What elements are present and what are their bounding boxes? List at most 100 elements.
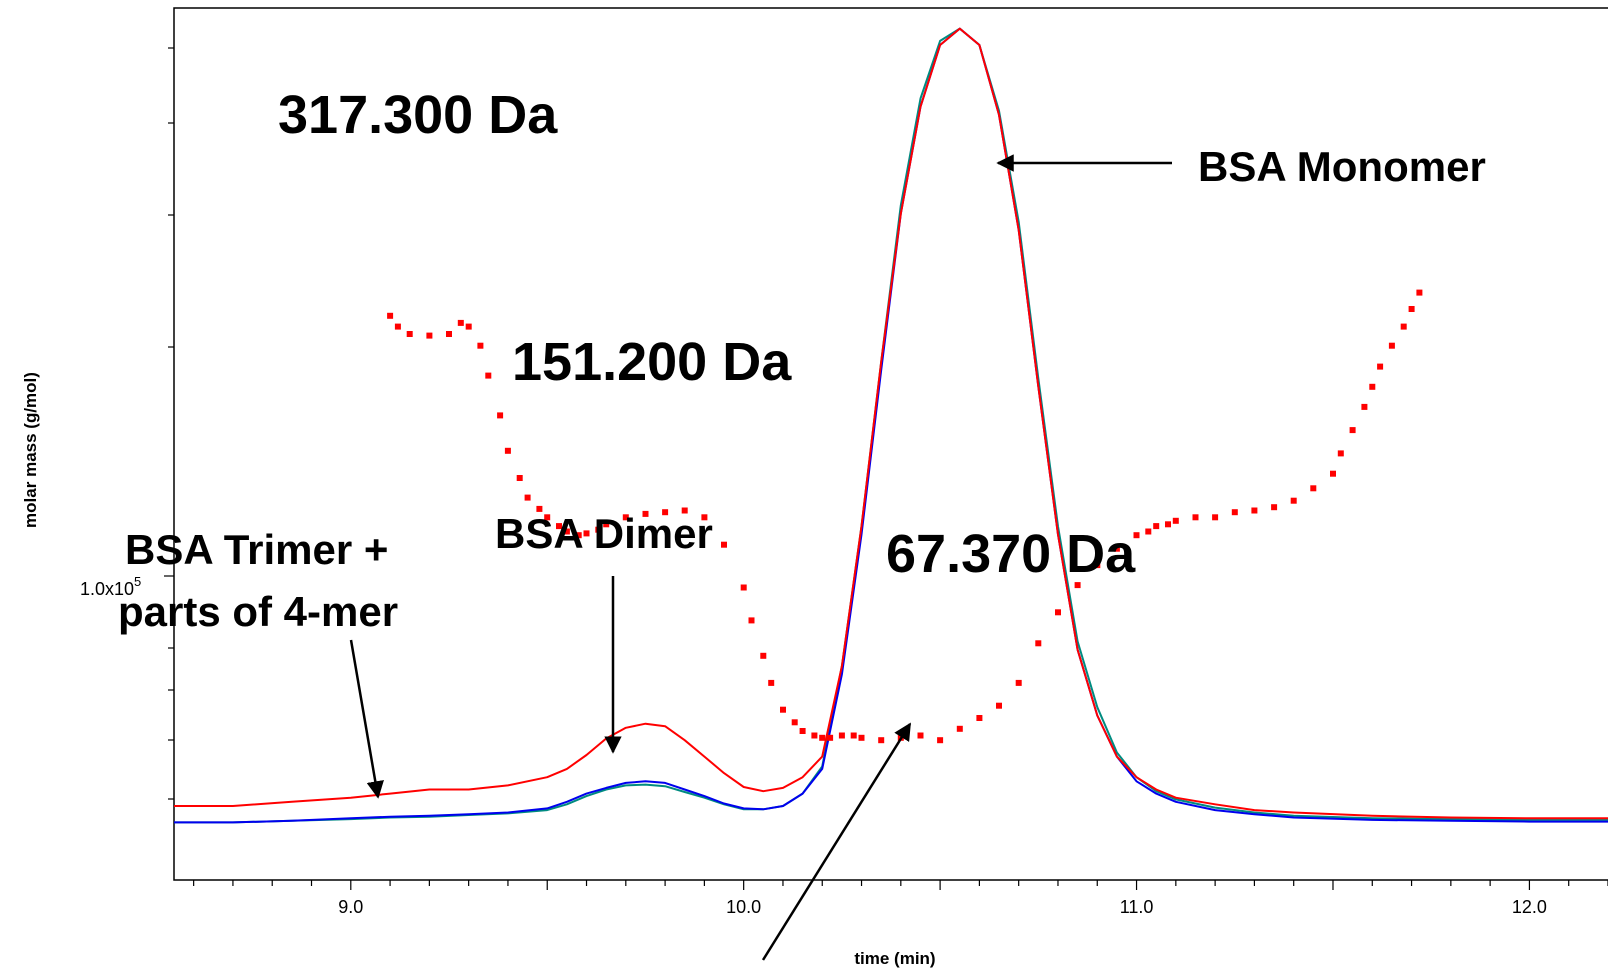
molar-mass-point <box>1310 485 1317 492</box>
molar-mass-point <box>799 728 806 734</box>
molar-mass-point <box>1408 306 1415 312</box>
molar-mass-point <box>1369 383 1376 390</box>
annotation-parts-of-4mer: parts of 4-mer <box>118 588 398 635</box>
molar-mass-point <box>1416 289 1423 296</box>
molar-mass-point <box>740 584 747 591</box>
molar-mass-point <box>446 331 452 337</box>
molar-mass-point <box>956 725 963 732</box>
molar-mass-point <box>1231 509 1238 516</box>
x-tick-label: 12.0 <box>1512 897 1547 917</box>
molar-mass-point <box>1094 562 1101 569</box>
molar-mass-point <box>1271 504 1278 511</box>
molar-mass-point <box>1074 582 1081 589</box>
molar-mass-point <box>768 679 775 686</box>
molar-mass-point <box>524 494 531 501</box>
molar-mass-point <box>595 526 602 533</box>
molar-mass-point <box>485 372 492 379</box>
molar-mass-point <box>575 532 582 539</box>
y-tick-base: 1.0x10 <box>80 579 134 599</box>
annotation-bsa-monomer: BSA Monomer <box>1198 143 1486 190</box>
molar-mass-point <box>858 734 865 741</box>
signal-line-red <box>174 27 1608 820</box>
molar-mass-point <box>780 706 786 713</box>
molar-mass-point <box>721 541 727 548</box>
molar-mass-point <box>976 715 983 721</box>
molar-mass-point <box>1165 521 1171 528</box>
molar-mass-point <box>1153 523 1160 530</box>
molar-mass-point <box>536 505 543 512</box>
molar-mass-point <box>516 475 523 481</box>
signal-line-blue <box>174 27 1608 824</box>
molar-mass-point <box>1251 507 1258 514</box>
x-tick-label: 10.0 <box>726 897 761 917</box>
molar-mass-point <box>1388 342 1395 349</box>
molar-mass-point <box>642 510 649 517</box>
molar-mass-point <box>827 734 834 741</box>
molar-mass-point <box>1290 497 1297 504</box>
molar-mass-point <box>603 521 610 528</box>
annotation-317300: 317.300 Da <box>278 85 558 145</box>
molar-mass-point <box>1400 323 1407 330</box>
trimer-arrow <box>349 639 384 799</box>
molar-mass-point <box>1361 403 1368 410</box>
molar-mass-point <box>748 617 755 624</box>
molar-mass-point <box>819 734 826 741</box>
annotation-bsa-dimer: BSA Dimer <box>495 510 713 557</box>
molar-mass-point <box>544 514 551 521</box>
molar-mass-point <box>937 737 944 744</box>
annotation-bsa-trimer: BSA Trimer + <box>125 526 388 573</box>
molar-mass-point <box>622 514 629 521</box>
molar-mass-point <box>477 342 484 349</box>
molar-mass-point <box>556 523 562 530</box>
molar-mass-point <box>811 732 818 739</box>
molar-mass-point <box>1055 609 1061 616</box>
y-axis-title: molar mass (g/mol) <box>21 372 40 528</box>
annotation-67370: 67.370 Da <box>886 524 1136 584</box>
molar-mass-point <box>701 514 708 521</box>
molar-mass-point <box>1035 640 1042 647</box>
molar-mass-point <box>838 732 845 739</box>
molar-mass-point <box>504 447 511 454</box>
molar-mass-point <box>760 652 767 659</box>
x-tick-label: 11.0 <box>1120 897 1154 917</box>
molar-mass-point <box>1330 470 1336 477</box>
molar-mass-point <box>406 331 413 337</box>
y-axis-ticks <box>164 47 174 800</box>
plot-border <box>173 7 1608 881</box>
series-lines <box>174 27 1608 824</box>
molar-mass-point <box>1192 514 1199 521</box>
molar-mass-point <box>1113 545 1120 552</box>
molar-mass-point <box>878 737 885 744</box>
molar-mass-point <box>996 702 1002 709</box>
molar-mass-point <box>681 507 688 514</box>
molar-mass-point <box>1172 517 1179 524</box>
molar-mass-point <box>457 319 464 326</box>
molar-mass-point <box>563 528 570 535</box>
x-axis-ticks: 9.0 10.0 11.0 12.0 <box>193 880 1608 917</box>
molar-mass-point <box>1145 528 1152 535</box>
molar-mass-point <box>387 312 394 319</box>
molar-mass-point <box>1015 679 1022 686</box>
x-tick-label: 9.0 <box>338 897 363 917</box>
molar-mass-point <box>426 332 433 339</box>
annotation-151200: 151.200 Da <box>512 332 792 392</box>
molar-mass-point <box>662 509 669 516</box>
y-tick-label: 1.0x105 <box>80 574 141 599</box>
molar-mass-point <box>1212 514 1219 521</box>
x-axis-title: time (min) <box>854 949 935 968</box>
y-tick-exponent: 5 <box>134 574 141 589</box>
molar-mass-point <box>583 530 590 537</box>
molar-mass-point <box>1349 427 1356 434</box>
annotation-arrows <box>349 154 1172 961</box>
molar-mass-point <box>917 732 924 739</box>
molar-mass-point <box>1133 532 1140 539</box>
molar-mass-point <box>1377 363 1384 370</box>
molar-mass-point <box>465 323 472 330</box>
monomer-mass-arrow <box>761 722 912 961</box>
molar-mass-point <box>1337 450 1344 457</box>
molar-mass-point <box>394 323 401 330</box>
molar-mass-point <box>850 732 857 739</box>
molar-mass-point <box>791 719 798 726</box>
plot-frame <box>173 7 1608 881</box>
